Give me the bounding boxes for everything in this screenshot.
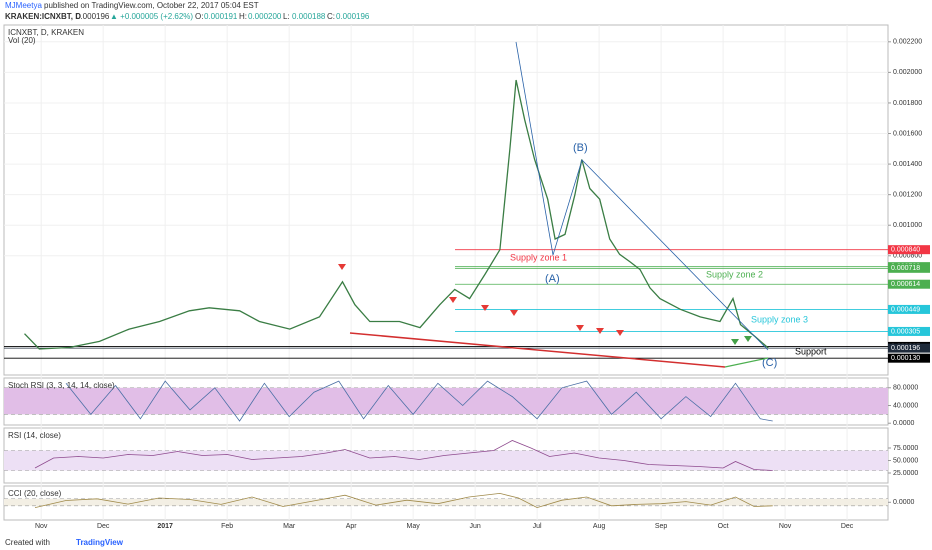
series-line — [34, 440, 773, 471]
y-tick-label: 40.0000 — [893, 402, 918, 409]
series-line — [24, 79, 769, 350]
published: published on TradingView.com, October 22… — [44, 1, 259, 10]
level-box — [888, 304, 930, 314]
ohlc-label: C: — [327, 12, 335, 21]
x-tick-label: Sep — [655, 523, 668, 530]
ohlc-value: 0.000191 — [204, 12, 238, 21]
red-arrows — [338, 264, 624, 336]
x-tick-label: Oct — [718, 523, 729, 530]
green-arrows — [731, 336, 752, 345]
x-tick-label: Aug — [593, 523, 606, 530]
y-tick-label: 0.0000 — [893, 499, 915, 506]
ohlc-value: 0.000188 — [292, 12, 326, 21]
y-tick-label: 50.0000 — [893, 457, 918, 464]
level-label: 0.000449 — [891, 306, 920, 313]
y-tick-label: 0.002000 — [893, 69, 922, 76]
level-box — [888, 263, 930, 273]
ohlc-label: H: — [239, 12, 247, 21]
x-tick-label: Mar — [283, 523, 296, 530]
footer-created: Created with — [5, 538, 50, 547]
plot-layer: O: 0.000191 H: 0.000200 L: 0.000188 C: 0.000196… — [4, 12, 930, 530]
annotation: (C) — [762, 357, 777, 369]
y-tick-label: 0.001600 — [893, 130, 922, 137]
change: ▲ +0.000005 (+2.62%) — [110, 12, 193, 21]
y-tick-label: 0.000800 — [893, 253, 922, 260]
level-box — [888, 245, 930, 255]
level-box — [888, 343, 930, 353]
annotation: Support — [795, 346, 827, 356]
x-tick-label: Nov — [35, 523, 48, 530]
annotation: Supply zone 1 — [510, 252, 567, 262]
y-tick-label: 80.0000 — [893, 385, 918, 392]
x-tick-label: Jul — [533, 523, 542, 530]
y-tick-label: 0.001800 — [893, 100, 922, 107]
main-pane — [3, 24, 889, 376]
ohlc-label: L: — [283, 12, 290, 21]
annotation: Supply zone 2 — [706, 269, 763, 279]
pane-title: CCI (20, close) — [8, 489, 62, 498]
series-line — [65, 380, 773, 422]
level-label: 0.000130 — [891, 355, 920, 362]
level-box — [888, 326, 930, 336]
level-box — [888, 279, 930, 289]
annotation: Supply zone 3 — [751, 314, 808, 324]
footer-brand: TradingView — [76, 538, 124, 547]
y-tick-label: 0.0000 — [893, 420, 915, 427]
y-tick-label: 0.001200 — [893, 191, 922, 198]
x-tick-label: May — [407, 523, 421, 530]
level-label: 0.000196 — [891, 345, 920, 352]
last-price: 0.000196 — [76, 12, 110, 21]
y-tick-label: 25.0000 — [893, 470, 918, 477]
pane-title: ICNXBT, D, KRAKEN — [8, 28, 84, 37]
series-line — [34, 492, 773, 509]
y-tick-label: 0.001000 — [893, 222, 922, 229]
pane-title: Stoch RSI (3, 3, 14, 14, close) — [8, 381, 115, 390]
level-label: 0.000305 — [891, 328, 920, 335]
level-label: 0.000718 — [891, 265, 920, 272]
x-tick-label: Feb — [221, 523, 233, 530]
level-label: 0.000614 — [891, 281, 920, 288]
pane-title: RSI (14, close) — [8, 431, 61, 440]
x-tick-label: Dec — [97, 523, 110, 530]
ohlc-value: 0.000200 — [248, 12, 282, 21]
author: MJMeetya — [5, 1, 42, 10]
level-box — [888, 353, 930, 363]
y-tick-label: 75.0000 — [893, 445, 918, 452]
volume-label: Vol (20) — [8, 36, 36, 45]
y-tick-label: 0.001400 — [893, 161, 922, 168]
x-tick-label: 2017 — [157, 523, 173, 530]
band — [4, 387, 888, 415]
annotation: (A) — [545, 273, 560, 285]
symbol: KRAKEN:ICNXBT, D — [5, 12, 81, 21]
y-tick-label: 0.002200 — [893, 39, 922, 46]
ohlc-label: O: — [195, 12, 203, 21]
trend-line — [724, 357, 769, 368]
annotation: (B) — [573, 142, 588, 154]
ohlc-value: 0.000196 — [336, 12, 370, 21]
band — [4, 450, 888, 471]
level-label: 0.000840 — [891, 247, 920, 254]
drawings — [338, 41, 769, 368]
x-tick-label: Apr — [346, 523, 358, 530]
x-tick-label: Jun — [469, 523, 480, 530]
x-tick-label: Nov — [779, 523, 792, 530]
x-tick-label: Dec — [841, 523, 854, 530]
trend-line — [349, 332, 726, 368]
wave-line — [515, 41, 769, 351]
